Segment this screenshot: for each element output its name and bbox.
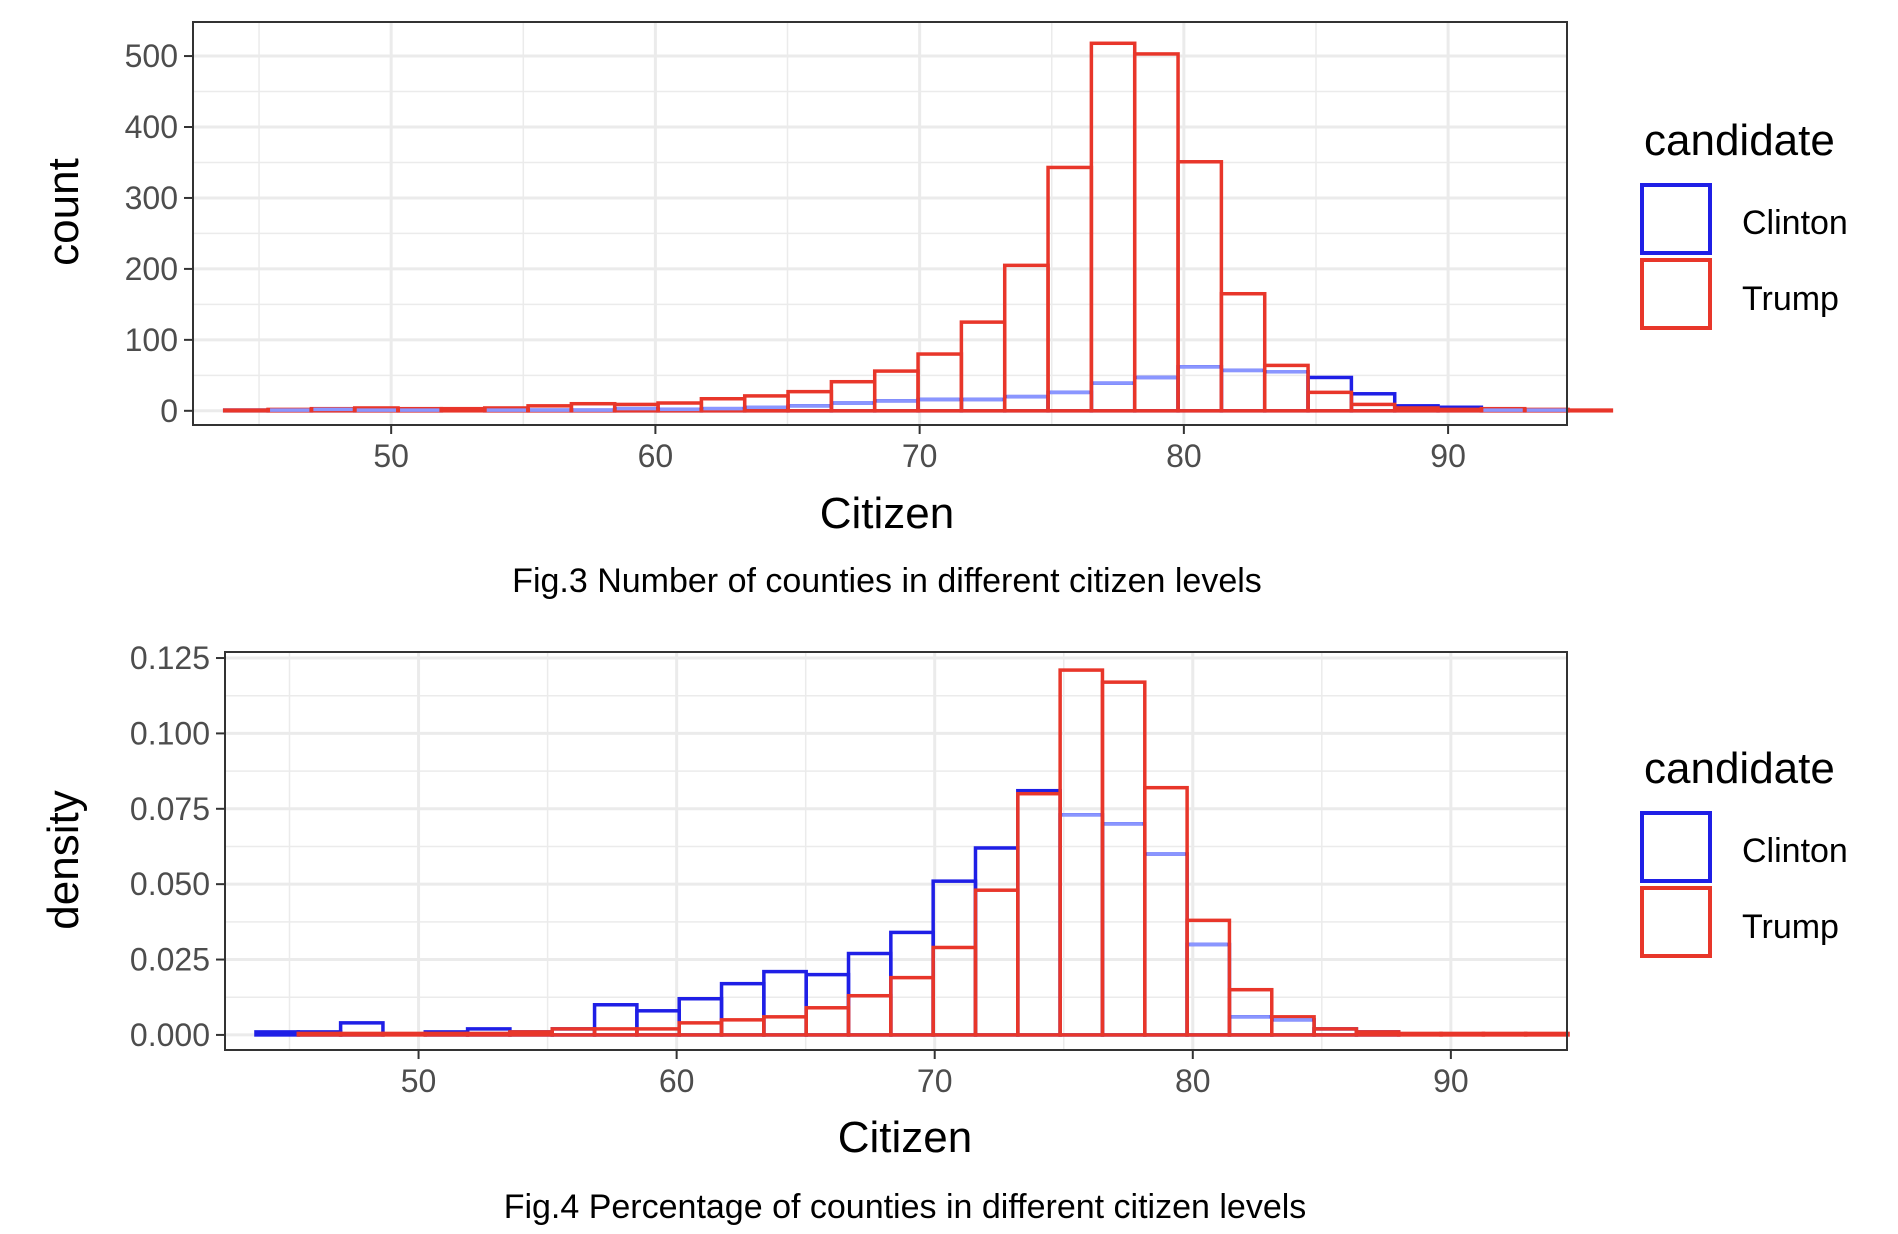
bar-trump [338, 1031, 385, 1037]
y-tick-label: 0 [160, 393, 178, 429]
y-tick-label: 0.125 [130, 640, 210, 676]
y-tick-label: 0.100 [130, 715, 210, 751]
x-tick-label: 50 [373, 438, 409, 474]
bar-trump [1436, 407, 1484, 413]
legend-label-trump: Trump [1742, 280, 1839, 318]
legend-title: candidate [1644, 744, 1835, 793]
bar-trump [222, 408, 270, 413]
y-tick-label: 0.000 [130, 1017, 210, 1053]
bar-trump [1262, 363, 1310, 413]
y-axis-title-fig3: count [39, 158, 88, 266]
y-tick-label: 0.075 [130, 791, 210, 827]
bar-trump [1481, 1031, 1528, 1037]
legend-key-trump [1640, 258, 1712, 330]
histogram-chart-fig3: 50 60 70 80 90 0 100 200 300 400 500 [125, 21, 1614, 474]
x-tick-label: 80 [1175, 1063, 1211, 1099]
plot-panel [225, 652, 1567, 1050]
panel-border [224, 651, 1568, 1051]
y-tick-label: 100 [125, 322, 178, 358]
x-tick-label: 70 [902, 438, 938, 474]
legend-label-clinton: Clinton [1742, 204, 1848, 242]
bar-trump [1270, 1015, 1316, 1037]
bar-trump [1566, 408, 1614, 413]
y-tick-label: 0.050 [130, 866, 210, 902]
y-axis-title-fig4: density [39, 790, 88, 929]
bar-trump [1185, 918, 1232, 1037]
legend-key-clinton [1640, 811, 1712, 883]
legend-fig3: candidate Clinton Trump [1640, 116, 1848, 330]
x-axis-title-fig4: Citizen [838, 1113, 973, 1162]
y-tick-label: 300 [125, 180, 178, 216]
x-axis-title-fig3: Citizen [820, 489, 955, 538]
y-tick-label: 400 [125, 109, 178, 145]
bar-trump [1396, 1031, 1443, 1037]
bar-trump [439, 406, 487, 413]
legend-title: candidate [1644, 116, 1835, 165]
bar-trump [1176, 160, 1224, 413]
caption-fig3: Fig.3 Number of counties in different ci… [512, 562, 1262, 600]
bar-clinton [254, 1030, 301, 1037]
bar-trump [1392, 406, 1440, 413]
caption-fig4: Fig.4 Percentage of counties in differen… [504, 1188, 1307, 1226]
bar-trump [1354, 1030, 1401, 1037]
x-tick-label: 70 [917, 1063, 953, 1099]
legend-key-clinton [1640, 183, 1712, 255]
bar-trump [1439, 1031, 1486, 1037]
bar-trump [1523, 1031, 1570, 1037]
bar-trump [1227, 987, 1274, 1037]
legend-key-trump [1640, 886, 1712, 958]
bar-trump [508, 1030, 554, 1037]
x-tick-label: 60 [638, 438, 674, 474]
y-tick-label: 200 [125, 251, 178, 287]
legend-label-trump: Trump [1742, 908, 1839, 946]
bar-trump [1306, 390, 1354, 413]
bar-trump [296, 1031, 343, 1037]
legend-fig4: candidate Clinton Trump [1640, 744, 1848, 958]
x-tick-label: 90 [1433, 1063, 1469, 1099]
histogram-chart-fig4: 50 60 70 80 90 0.000 0.025 0.050 0.075 0.100 0.125 [130, 640, 1570, 1099]
bar-trump [423, 1031, 470, 1037]
panel-border [192, 21, 1568, 426]
x-tick-label: 60 [659, 1063, 695, 1099]
bar-trump [381, 1031, 428, 1037]
y-tick-label: 0.025 [130, 942, 210, 978]
x-tick-label: 50 [401, 1063, 437, 1099]
plot-panel [193, 22, 1567, 425]
bar-trump [465, 1031, 512, 1037]
x-tick-label: 80 [1166, 438, 1202, 474]
x-tick-label: 90 [1430, 438, 1466, 474]
legend-label-clinton: Clinton [1742, 832, 1848, 870]
bar-trump [1219, 291, 1267, 413]
y-tick-label: 500 [125, 38, 178, 74]
bar-trump [1143, 785, 1189, 1037]
